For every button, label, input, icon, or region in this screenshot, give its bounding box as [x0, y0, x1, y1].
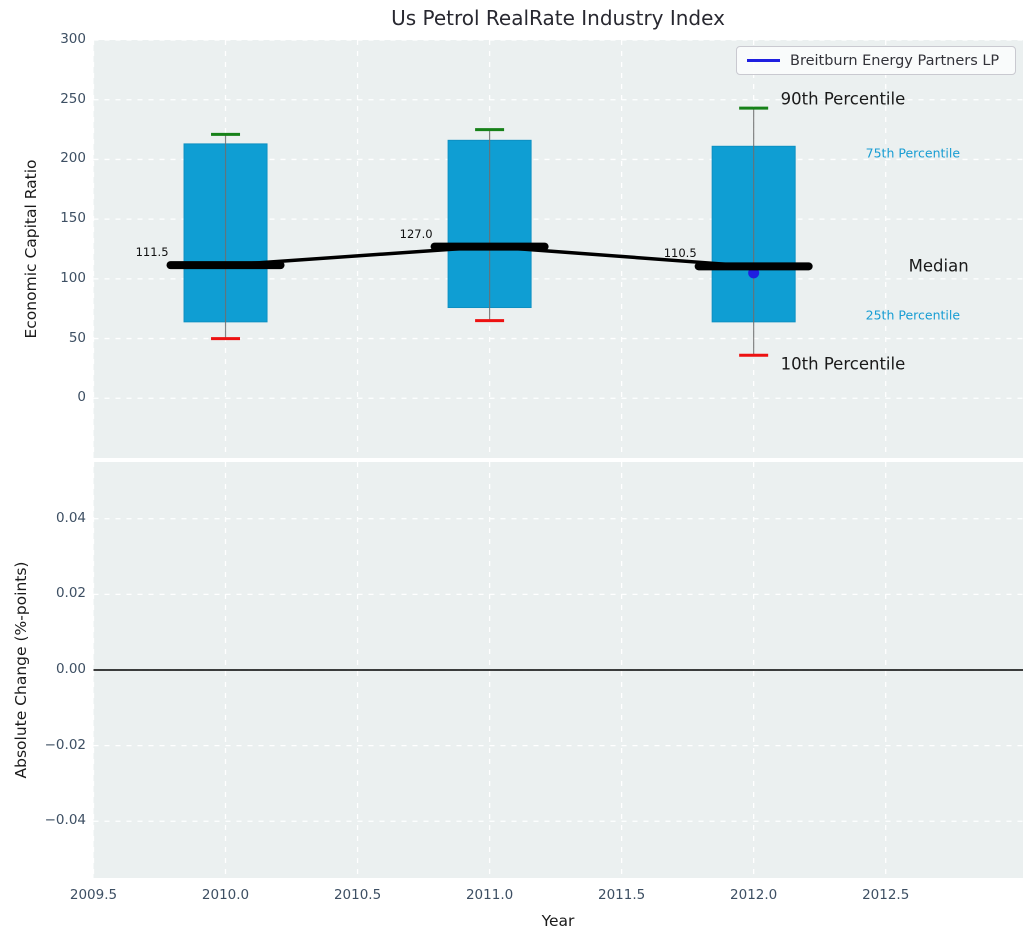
y-tick-label-top: 200 [60, 150, 86, 167]
legend-line-swatch [747, 59, 780, 62]
annotation-median: Median [908, 256, 969, 276]
y-tick-label-bottom: 0.02 [55, 585, 86, 602]
y-tick-label-bottom: 0.00 [55, 661, 86, 677]
y-tick-label-bottom: −0.04 [44, 812, 86, 829]
annotation-p10: 10th Percentile [780, 354, 906, 374]
y-tick-label-top: 0 [77, 389, 86, 406]
x-tick-label: 2012.5 [862, 887, 910, 903]
x-tick-label: 2010.5 [333, 887, 382, 903]
x-tick-label: 2010.0 [201, 887, 250, 903]
y-tick-label-top: 300 [60, 31, 86, 47]
annotation-p25: 25th Percentile [865, 307, 961, 323]
median-value-label: 110.5 [663, 246, 697, 261]
x-axis-label: Year [541, 912, 575, 930]
y-tick-label-top: 150 [60, 210, 86, 227]
y-tick-label-bottom: −0.02 [44, 736, 86, 753]
y-tick-label-top: 100 [60, 269, 86, 286]
legend: Breitburn Energy Partners LP [736, 46, 1016, 75]
x-tick-label: 2011.5 [598, 887, 646, 903]
y-tick-label-bottom: 0.04 [55, 509, 86, 526]
legend-label: Breitburn Energy Partners LP [790, 52, 1000, 69]
y-tick-label-top: 250 [60, 90, 86, 107]
median-value-label: 111.5 [135, 245, 169, 260]
annotation-p90: 90th Percentile [780, 89, 906, 109]
median-value-label: 127.0 [399, 226, 433, 241]
annotation-p75: 75th Percentile [865, 145, 961, 161]
x-tick-label: 2012.0 [730, 887, 778, 903]
y-tick-label-top: 50 [68, 329, 86, 346]
x-tick-label: 2009.5 [69, 887, 118, 903]
y-axis-label-top: Economic Capital Ratio [22, 159, 40, 339]
chart-title: Us Petrol RealRate Industry Index [391, 6, 725, 30]
x-tick-label: 2011.0 [465, 887, 514, 903]
